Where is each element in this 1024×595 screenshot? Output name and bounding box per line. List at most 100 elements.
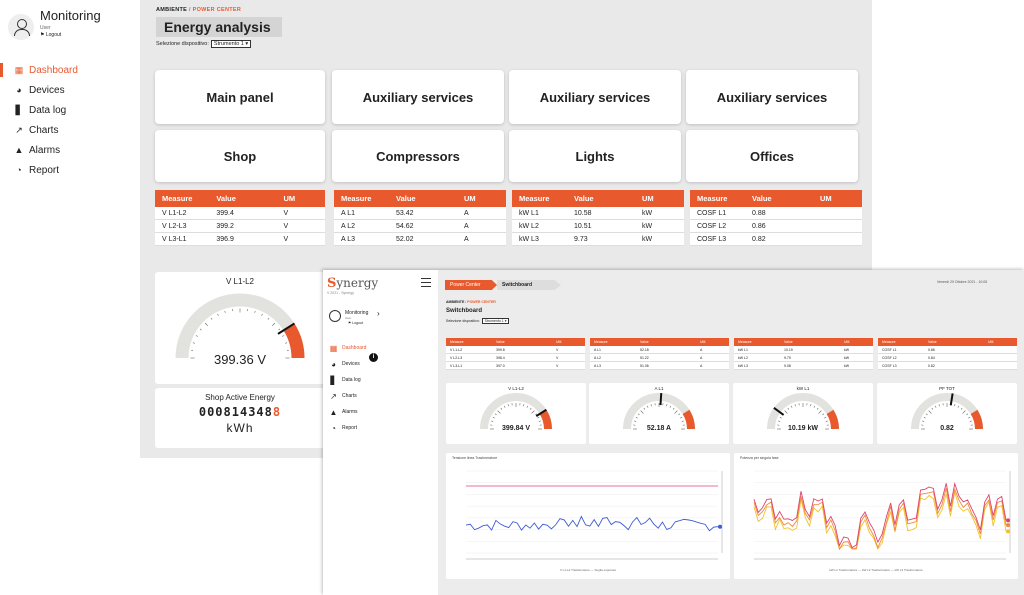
chart-series-line	[753, 481, 1007, 549]
measure-table-voltage: Measure Value UM V L1-L2 399.8 V V L2-L3 398.…	[446, 338, 585, 370]
logout-link[interactable]: ⚑ Logout	[348, 321, 363, 325]
chart-series-line	[753, 492, 1007, 550]
gauge-current	[623, 393, 695, 430]
gauge-tick	[192, 342, 195, 344]
sidebar-item-devices[interactable]: ◕ Devices	[329, 356, 366, 372]
breadcrumb-root[interactable]: AMBIENTE	[446, 300, 465, 304]
gauge-tick	[267, 317, 270, 320]
gauge-tick	[195, 335, 198, 337]
card-auxiliary-services-3[interactable]: Auxiliary services	[686, 70, 858, 124]
card-auxiliary-services-2[interactable]: Auxiliary services	[509, 70, 681, 124]
gauge-value: 52.18 A	[646, 425, 672, 432]
gauge-value: 10.19 kW	[788, 425, 818, 432]
gauge-tick	[922, 420, 925, 422]
pie-chart-icon: ◔	[331, 423, 336, 433]
table-row: A L3 52.02 A	[334, 233, 506, 246]
table-header: Measure Value UM	[446, 338, 585, 346]
back-window: Monitoring User ⚑ Logout ▦ Dashboard ◕ Dev…	[0, 0, 872, 458]
bell-icon: ▲	[14, 145, 24, 155]
gauge-tick	[285, 342, 288, 344]
device-select-value: Strumento 1	[484, 319, 504, 323]
front-nav: ▦ Dashboard ◕ Devices ▋ Data log ↗ Charts ▲ A…	[329, 340, 367, 436]
info-icon[interactable]: i	[369, 353, 378, 362]
table-row: A L2 54.62 A	[334, 220, 506, 233]
tab-power-center[interactable]: Power Center	[445, 280, 497, 290]
chevron-right-icon[interactable]: ›	[377, 309, 380, 318]
voltage-trend-chart[interactable]	[446, 453, 730, 579]
gauge-needle	[659, 393, 663, 406]
energy-unit: kWh	[226, 421, 254, 435]
sidebar-item-dashboard[interactable]: ▦ Dashboard	[0, 60, 140, 80]
chart-title: Potenza per singola fase	[740, 456, 779, 460]
gauge-voltage	[480, 393, 552, 430]
gauge-card-power-factor: PF TOT 0.82	[877, 383, 1017, 444]
logout-label: Logout	[352, 321, 363, 325]
card-compressors[interactable]: Compressors	[332, 130, 504, 182]
card-offices[interactable]: Offices	[686, 130, 858, 182]
synergy-logo: Synergy	[327, 276, 379, 291]
card-lights[interactable]: Lights	[509, 130, 681, 182]
gauge-tick	[507, 404, 509, 407]
gauge-tick	[537, 416, 540, 419]
logout-link[interactable]: ⚑ Logout	[40, 32, 62, 38]
gauge-tick	[526, 405, 529, 408]
sidebar-item-dashboard[interactable]: ▦ Dashboard	[329, 340, 367, 356]
gauge-tick	[818, 410, 822, 414]
menu-icon[interactable]	[421, 278, 431, 287]
measure-table-voltage: Measure Value UM V L1-L2 399.4 V V L2-L3 399.…	[155, 190, 325, 246]
gauge-tick	[650, 404, 652, 407]
gauge-tick	[674, 410, 678, 414]
gauge-title: kW L1	[796, 386, 810, 391]
sidebar-item-alarms[interactable]: ▲ Alarms	[329, 404, 366, 420]
logout-label: Logout	[45, 32, 62, 38]
sidebar-item-charts[interactable]: ↗ Charts	[0, 120, 140, 140]
table-row: COSF L3 0.82	[690, 233, 862, 246]
user-role: User	[345, 316, 352, 320]
energy-counter-card: Shop Active Energy 0008143488 kWh	[155, 388, 325, 448]
gauge-tick	[790, 405, 793, 408]
table-row: COSF L1 0.88	[690, 207, 862, 220]
card-auxiliary-services-1[interactable]: Auxiliary services	[332, 70, 504, 124]
gauge-needle	[535, 408, 547, 417]
sidebar-item-devices[interactable]: ◕ Devices	[0, 80, 140, 100]
user-avatar-icon	[8, 14, 34, 40]
tab-switchboard[interactable]: Switchboard	[497, 280, 561, 290]
breadcrumb-root[interactable]: AMBIENTE	[156, 7, 188, 13]
device-select[interactable]: Strumento 1 ▾	[481, 318, 510, 324]
sidebar-item-data-log[interactable]: ▋ Data log	[0, 100, 140, 120]
gauge-tick	[825, 420, 828, 422]
front-window: Synergy V 2021 - Synergy Monitoring User…	[323, 270, 1024, 595]
device-select-row: Selezione dispositivo: Strumento 1 ▾	[156, 40, 252, 48]
sidebar-item-label: Data log	[29, 104, 67, 116]
table-row: kW L1 10.58 kW	[512, 207, 684, 220]
breadcrumb-current: POWER CENTER	[467, 300, 496, 304]
table-row: A L1 52.18 A	[590, 346, 729, 354]
table-row: COSF L2 0.84	[878, 354, 1017, 362]
gauge-tick	[957, 405, 960, 408]
table-header: Measure Value UM	[878, 338, 1017, 346]
chart-series-line	[753, 487, 1007, 551]
device-select[interactable]: Strumento 1 ▾	[210, 40, 252, 48]
sidebar-item-alarms[interactable]: ▲ Alarms	[0, 140, 140, 160]
sidebar-item-data-log[interactable]: ▋ Data log	[329, 372, 366, 388]
gauge-tick	[204, 322, 209, 327]
device-select-value: Strumento 1	[213, 41, 244, 47]
table-row: V L3-L1 397.0 V	[446, 362, 585, 370]
phase-power-chart[interactable]	[734, 453, 1018, 579]
gauge-icon: ◕	[331, 359, 336, 369]
card-shop[interactable]: Shop	[155, 130, 325, 182]
energy-counter: 0008143488	[155, 405, 325, 419]
gauge-value: 0.82	[940, 425, 954, 432]
gauge-tick	[928, 410, 932, 414]
sidebar-item-report[interactable]: ◔ Report	[329, 420, 366, 436]
table-row: A L3 51.06 A	[590, 362, 729, 370]
table-row: V L1-L2 399.8 V	[446, 346, 585, 354]
sidebar-item-charts[interactable]: ↗ Charts	[329, 388, 366, 404]
gauge-tick	[822, 413, 825, 416]
card-main-panel[interactable]: Main panel	[155, 70, 325, 124]
gauge-tick	[635, 416, 638, 419]
gauge-tick	[672, 407, 675, 410]
table-row: kW L3 9.73 kW	[512, 233, 684, 246]
sidebar-item-report[interactable]: ◔ Report	[0, 160, 140, 180]
gauge-tick	[813, 405, 816, 408]
